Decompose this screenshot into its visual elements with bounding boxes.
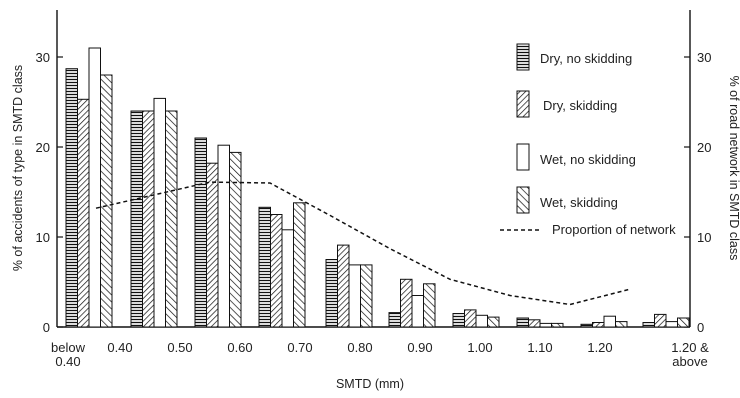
bar-empty-1 [153, 97, 166, 328]
x-tick-label-line2: 0.40 [55, 354, 80, 369]
bars [65, 47, 690, 328]
bar-empty-7 [539, 322, 552, 328]
y-tick-label-right: 30 [697, 50, 711, 65]
legend-label-network: Proportion of network [552, 222, 676, 237]
bar-diag-8 [592, 322, 605, 328]
bar-diag2-2 [229, 151, 242, 328]
x-tick-label: 1.20 & [671, 340, 709, 355]
bar-diag-2 [206, 162, 219, 328]
y-tick-label-right: 20 [697, 140, 711, 155]
bar-empty-2 [217, 144, 230, 328]
bar-hstripe-7 [516, 317, 529, 328]
bar-hstripe-4 [325, 259, 338, 328]
network-polyline [95, 181, 631, 306]
bar-diag2-0 [100, 74, 113, 328]
legend-swatch-wet-skidding [516, 186, 530, 214]
y-ticks-left: 0 10 20 30 [36, 50, 63, 335]
bar-diag2-5 [423, 283, 436, 328]
x-tick-label: 1.00 [467, 340, 492, 355]
y-axis-title-right: % of road network in SMTD class [727, 76, 740, 261]
bar-empty-5 [411, 295, 424, 328]
bar-diag2-4 [360, 264, 373, 328]
y-tick-label-left: 10 [36, 230, 50, 245]
bar-diag-3 [270, 214, 283, 328]
y-tick-label-left: 30 [36, 50, 50, 65]
legend-swatch-wet-no-skidding [516, 143, 530, 171]
bar-diag2-8 [615, 321, 628, 328]
bar-hstripe-2 [194, 137, 207, 328]
y-ticks-right: 0 10 20 30 [684, 50, 711, 335]
bar-empty-6 [475, 314, 488, 328]
x-tick-label: 0.50 [167, 340, 192, 355]
x-tick-label: 1.20 [587, 340, 612, 355]
x-axis-title: SMTD (mm) [336, 377, 404, 391]
x-tick-label: 0.90 [407, 340, 432, 355]
y-axis-title-left: % of accidents of type in SMTD class [11, 65, 25, 271]
bar-diag-7 [528, 319, 541, 328]
bar-diag2-7 [551, 322, 564, 328]
bar-empty-9 [665, 321, 678, 328]
bar-empty-0 [88, 47, 101, 328]
x-tick-label: 0.70 [287, 340, 312, 355]
bar-diag-6 [464, 309, 477, 328]
legend-label-dry-no-skidding: Dry, no skidding [540, 51, 632, 66]
bar-empty-4 [348, 264, 361, 328]
y-tick-label-right: 10 [697, 230, 711, 245]
bar-diag-9 [654, 313, 667, 328]
x-tick-label: 0.80 [347, 340, 372, 355]
bar-hstripe-0 [65, 68, 78, 328]
bar-hstripe-9 [642, 322, 655, 328]
y-tick-label-right: 0 [697, 320, 704, 335]
x-tick-label: 1.10 [527, 340, 552, 355]
bar-hstripe-5 [388, 312, 401, 328]
legend: Dry, no skidding Dry, skidding Wet, no s… [500, 43, 676, 237]
x-tick-label: 0.40 [107, 340, 132, 355]
bar-diag2-1 [165, 110, 178, 328]
bar-diag-0 [77, 98, 90, 328]
bar-hstripe-3 [258, 206, 271, 328]
network-line [95, 181, 631, 306]
bar-diag-4 [337, 244, 350, 328]
bar-diag-1 [142, 110, 155, 328]
x-tick-label: 0.60 [227, 340, 252, 355]
legend-label-wet-skidding: Wet, skidding [540, 195, 618, 210]
legend-label-dry-skidding: Dry, skidding [543, 98, 617, 113]
bar-diag2-6 [487, 316, 500, 328]
bar-diag2-9 [677, 317, 690, 328]
legend-swatch-dry-no-skidding [516, 43, 530, 71]
bar-diag2-3 [293, 202, 306, 328]
bar-hstripe-8 [580, 323, 593, 328]
y-tick-label-left: 0 [43, 320, 50, 335]
legend-swatch-dry-skidding [516, 90, 530, 118]
x-tick-label-line2: above [672, 354, 707, 369]
x-tick-label: below [51, 340, 86, 355]
legend-label-wet-no-skidding: Wet, no skidding [540, 152, 636, 167]
bar-empty-8 [603, 315, 616, 328]
bar-hstripe-6 [452, 313, 465, 328]
bar-hstripe-1 [130, 110, 143, 328]
bar-diag-5 [400, 278, 413, 328]
y-tick-label-left: 20 [36, 140, 50, 155]
bar-empty-3 [281, 229, 294, 328]
